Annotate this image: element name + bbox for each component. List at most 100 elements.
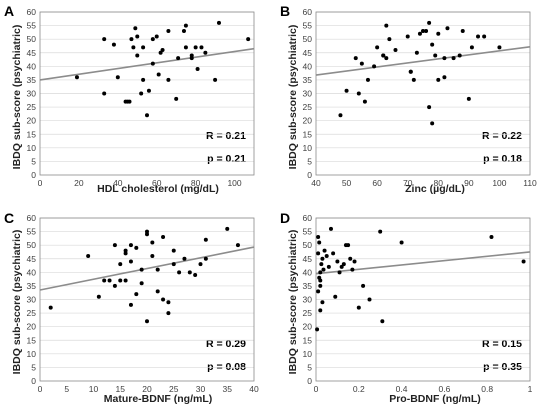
panel-d-r-value: R = 0.15 [482, 338, 522, 350]
panel-a-data-point [139, 91, 144, 96]
panel-b-data-point [482, 34, 487, 39]
panel-b-x-tick-label: 40 [311, 178, 321, 188]
panel-c-y-tick-label: 20 [27, 322, 37, 332]
panel-c-y-tick-label: 5 [31, 362, 36, 372]
panel-a-data-point [156, 72, 161, 77]
panel-a-data-point [133, 26, 138, 31]
panel-d-data-point [316, 251, 321, 256]
panel-b-data-point [356, 91, 361, 96]
panel-c-x-tick-label: 30 [196, 384, 206, 394]
panel-b-y-tick-label: 15 [303, 129, 313, 139]
panel-d-x-tick-label: 0 [314, 384, 319, 394]
panel-a-y-tick-label: 35 [27, 75, 37, 85]
panel-d-data-point [378, 229, 383, 234]
panel-c-data-point [166, 311, 171, 316]
panel-c-x-tick-label: 10 [89, 384, 99, 394]
panel-c-data-point [182, 256, 187, 261]
panel-a-y-tick-label: 10 [27, 143, 37, 153]
panel-d-data-point [324, 254, 329, 259]
panel-a-y-tick-label: 40 [27, 61, 37, 71]
panel-b-data-point [365, 77, 370, 82]
panel-c-data-point [155, 267, 160, 272]
panel-a-data-point [160, 48, 165, 53]
panel-b-y-tick-label: 10 [303, 143, 313, 153]
panel-c-data-point [112, 283, 117, 288]
panel-d-y-tick-label: 20 [303, 322, 313, 332]
panel-d-data-point [361, 283, 366, 288]
panel-b-x-tick-label: 60 [372, 178, 382, 188]
panel-d-data-point [321, 267, 326, 272]
panel-b-x-tick-label: 100 [492, 178, 506, 188]
panel-b-data-point [442, 56, 447, 61]
panel-d-y-tick-label: 45 [303, 254, 313, 264]
panel-d-data-point [337, 270, 342, 275]
panel-c-x-tick-label: 15 [116, 384, 126, 394]
panel-d-y-tick-label: 60 [303, 213, 313, 223]
panel-a-data-point [129, 37, 134, 42]
panel-b-data-point [442, 75, 447, 80]
panel-c-y-tick-label: 45 [27, 254, 37, 264]
panel-b-y-tick-label: 40 [303, 61, 313, 71]
panel-c-x-tick-label: 0 [38, 384, 43, 394]
panel-c-y-tick-label: 35 [27, 281, 37, 291]
panel-c-y-tick-label: 10 [27, 349, 37, 359]
panel-a-x-axis-title: HDL cholesterol (mg/dL) [97, 183, 219, 195]
panel-c-data-point [48, 305, 53, 310]
panel-a-data-point [176, 56, 181, 61]
panel-d-data-point [399, 240, 404, 245]
panel-c-data-point [145, 319, 149, 324]
panel-d-data-point [328, 226, 333, 231]
panel-b-data-point [408, 69, 413, 74]
panel-a-data-point [246, 37, 251, 42]
panel-d-y-tick-label: 10 [303, 349, 313, 359]
panel-b-r-value: R = 0.22 [482, 130, 522, 142]
panel-b-data-point [372, 64, 377, 69]
panel-a-x-tick-label: 40 [113, 178, 123, 188]
panel-c-y-tick-label: 40 [27, 267, 37, 277]
panel-d-data-point [339, 264, 344, 269]
panel-c-data-point [187, 270, 192, 275]
panel-b-data-point [384, 56, 389, 61]
panel-d-data-point [489, 235, 494, 240]
panel-d-data-point [331, 251, 336, 256]
panel-b-data-point [375, 45, 380, 50]
panel-c-data-point [118, 262, 123, 267]
panel-c-data-point [128, 259, 133, 264]
panel-c-data-point [107, 278, 112, 283]
panel-b-y-tick-label: 35 [303, 75, 313, 85]
panel-b-data-point [414, 50, 419, 55]
panel-c-data-point [134, 245, 139, 250]
panel-a-data-point [74, 75, 79, 80]
panel-d-y-tick-label: 40 [303, 267, 313, 277]
panel-c-x-axis-title: Mature-BDNF (ng/mL) [104, 393, 213, 405]
panel-c-x-tick-label: 35 [223, 384, 233, 394]
panel-d-data-point [322, 248, 327, 253]
panel-b-y-axis-title: IBDQ sub-score (psychiatric) [287, 25, 299, 170]
panel-d-data-point [521, 259, 526, 264]
panel-d-y-tick-label: 30 [303, 295, 313, 305]
panel-d-y-tick-label: 25 [303, 308, 313, 318]
panel-b-plot-frame [315, 11, 531, 176]
panel-a-data-point [102, 37, 107, 42]
panel-c-y-axis-title: IBDQ sub-score (psychiatric) [11, 230, 23, 375]
panel-c: C IBDQ sub-score (psychiatric) Mature-BD… [4, 210, 246, 405]
panel-d-x-axis-title: Pro-BDNF (ng/mL) [389, 393, 481, 405]
panel-b-y-tick-label: 25 [303, 102, 313, 112]
panel-d-y-tick-label: 15 [303, 335, 313, 345]
panel-b-y-tick-label: 5 [307, 156, 312, 166]
panel-b-data-point [430, 42, 435, 47]
panel-a-y-tick-label: 55 [27, 21, 37, 31]
panel-c-data-point [161, 297, 166, 302]
panel-c-y-tick-label: 30 [27, 295, 37, 305]
panel-b-data-point [445, 26, 450, 31]
panel-c-data-point [166, 300, 171, 305]
panel-d-p-value: p = 0.35 [483, 361, 522, 373]
panel-c-x-tick-label: 25 [169, 384, 179, 394]
panel-a-x-tick-label: 60 [152, 178, 162, 188]
panel-c-data-point [235, 243, 240, 248]
panel-b-data-point [387, 37, 392, 42]
panel-c-data-point [96, 294, 101, 299]
panel-d-data-point [316, 289, 321, 294]
panel-b-x-tick-label: 110 [523, 178, 537, 188]
